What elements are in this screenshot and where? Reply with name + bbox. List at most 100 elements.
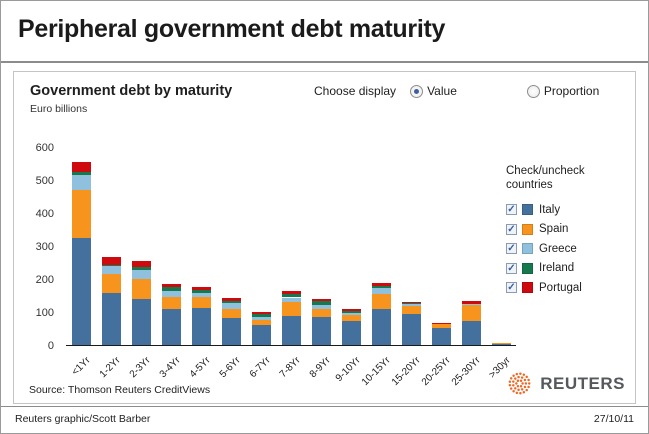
bar-segment-ireland-<1Yr[interactable] — [71, 172, 91, 176]
country-checkbox-italy[interactable]: ✓ — [506, 204, 517, 216]
bar-segment-italy-4-5Yr[interactable] — [191, 308, 211, 345]
bar-segment-ireland-6-7Yr[interactable] — [251, 313, 271, 318]
country-checkbox-spain[interactable]: ✓ — [506, 223, 517, 235]
bar-segment-ireland-9-10Yr[interactable] — [341, 311, 361, 313]
bar-segment-greece-15-20Yr[interactable] — [401, 303, 421, 307]
legend-item-portugal[interactable]: ✓ Portugal — [506, 278, 634, 298]
bar-segment-portugal-15-20Yr[interactable] — [401, 302, 421, 304]
bar-segment-greece-6-7Yr[interactable] — [251, 317, 271, 320]
bar-segment-spain-1-2Yr[interactable] — [101, 273, 121, 293]
country-checkbox-ireland[interactable]: ✓ — [506, 262, 517, 274]
bar-segment-greece-2-3Yr[interactable] — [131, 269, 151, 279]
bar-segment-spain-10-15Yr[interactable] — [371, 293, 391, 310]
bar-segment-portugal-<1Yr[interactable] — [71, 161, 91, 173]
bar-segment-greece-8-9Yr[interactable] — [311, 305, 331, 309]
bar-segment-portugal-2-3Yr[interactable] — [131, 260, 151, 268]
bar-segment-greece-25-30Yr[interactable] — [461, 304, 481, 306]
bar-segment-ireland-8-9Yr[interactable] — [311, 300, 331, 306]
bar-segment-greece-1-2Yr[interactable] — [101, 266, 121, 274]
legend-item-spain[interactable]: ✓ Spain — [506, 220, 634, 240]
legend-item-ireland[interactable]: ✓ Ireland — [506, 259, 634, 279]
bar-segment-spain-25-30Yr[interactable] — [461, 305, 481, 322]
legend-label-spain[interactable]: Spain — [539, 223, 569, 236]
bar-segment-italy->30yr[interactable] — [491, 344, 511, 345]
radio-option-value[interactable]: Value — [410, 84, 457, 98]
bar-segment-italy-8-9Yr[interactable] — [311, 317, 331, 345]
bar-segment-ireland-5-6Yr[interactable] — [221, 300, 241, 303]
radio-button-proportion-icon[interactable] — [526, 84, 540, 98]
bar-segment-spain-5-6Yr[interactable] — [221, 308, 241, 318]
bar-segment-ireland-4-5Yr[interactable] — [191, 290, 211, 293]
bar-segment-ireland-2-3Yr[interactable] — [131, 267, 151, 270]
bar-segment-portugal-25-30Yr[interactable] — [461, 301, 481, 305]
radio-button-value-icon[interactable] — [410, 84, 424, 98]
bar-segment-portugal-8-9Yr[interactable] — [311, 299, 331, 301]
bar-segment-greece-<1Yr[interactable] — [71, 175, 91, 190]
bar-segment-portugal-5-6Yr[interactable] — [221, 298, 241, 301]
x-tick-label: 15-20Yr — [389, 355, 423, 388]
bar-segment-spain-20-25Yr[interactable] — [431, 323, 451, 328]
bar-segment-spain-2-3Yr[interactable] — [131, 279, 151, 299]
bar-segment-portugal-20-25Yr[interactable] — [431, 322, 451, 324]
radio-label-value[interactable]: Value — [427, 84, 457, 98]
bar-segment-italy-20-25Yr[interactable] — [431, 327, 451, 345]
legend-item-greece[interactable]: ✓ Greece — [506, 239, 634, 259]
x-tick-label: 25-30Yr — [449, 355, 483, 388]
bar-segment-italy-1-2Yr[interactable] — [101, 292, 121, 345]
radio-option-proportion[interactable]: Proportion — [526, 84, 600, 98]
bar-segment-ireland-15-20Yr[interactable] — [401, 303, 421, 304]
bar-segment-portugal-10-15Yr[interactable] — [371, 282, 391, 287]
bar-segment-greece-10-15Yr[interactable] — [371, 287, 391, 294]
bar-segment-italy-7-8Yr[interactable] — [281, 315, 301, 345]
bar-segment-greece-3-4Yr[interactable] — [161, 290, 181, 297]
legend-label-portugal[interactable]: Portugal — [539, 281, 582, 294]
bar-segment-spain-15-20Yr[interactable] — [401, 306, 421, 314]
country-checkbox-portugal[interactable]: ✓ — [506, 282, 517, 294]
bar-segment-italy-25-30Yr[interactable] — [461, 321, 481, 345]
legend-item-italy[interactable]: ✓ Italy — [506, 200, 634, 220]
country-checkbox-greece[interactable]: ✓ — [506, 243, 517, 255]
bar-segment-portugal-7-8Yr[interactable] — [281, 290, 301, 295]
bar-segment-greece-9-10Yr[interactable] — [341, 312, 361, 315]
bar-segment-spain-<1Yr[interactable] — [71, 189, 91, 238]
x-tick-label: 20-25Yr — [419, 355, 453, 388]
x-tick-label: 6-7Yr — [247, 355, 273, 381]
legend-label-greece[interactable]: Greece — [539, 242, 577, 255]
bar-segment-spain->30yr[interactable] — [491, 343, 511, 345]
bar-segment-ireland-7-8Yr[interactable] — [281, 294, 301, 298]
bar-segment-ireland-10-15Yr[interactable] — [371, 286, 391, 288]
bar-segment-spain-3-4Yr[interactable] — [161, 296, 181, 310]
legend: Check/uncheck countries ✓ Italy ✓ Spain ✓ Gre… — [506, 164, 634, 298]
bar-segment-italy-9-10Yr[interactable] — [341, 320, 361, 345]
legend-swatch-greece — [522, 243, 533, 255]
bar-segment-portugal-9-10Yr[interactable] — [341, 309, 361, 312]
bar-segment-spain-6-7Yr[interactable] — [251, 319, 271, 325]
bar-segment-italy-6-7Yr[interactable] — [251, 324, 271, 345]
bar-segment-spain-4-5Yr[interactable] — [191, 296, 211, 309]
bar-segment-portugal-4-5Yr[interactable] — [191, 286, 211, 291]
bar-segment-italy-3-4Yr[interactable] — [161, 309, 181, 345]
bar-segment-italy-10-15Yr[interactable] — [371, 309, 391, 345]
radio-label-proportion[interactable]: Proportion — [543, 84, 600, 98]
bar-segment-greece-4-5Yr[interactable] — [191, 292, 211, 297]
bar-segment-italy-<1Yr[interactable] — [71, 237, 91, 345]
bar-segment-portugal-3-4Yr[interactable] — [161, 283, 181, 287]
bar-segment-italy-5-6Yr[interactable] — [221, 317, 241, 345]
x-tick-label: 10-15Yr — [359, 355, 393, 388]
bar-segment-italy-15-20Yr[interactable] — [401, 313, 421, 345]
legend-label-ireland[interactable]: Ireland — [539, 262, 575, 275]
bar-segment-portugal-1-2Yr[interactable] — [101, 257, 121, 266]
bar-segment-spain-9-10Yr[interactable] — [341, 314, 361, 321]
bar-segment-greece-5-6Yr[interactable] — [221, 302, 241, 309]
bar-segment-greece-20-25Yr[interactable] — [431, 323, 451, 324]
bar-segment-ireland-3-4Yr[interactable] — [161, 286, 181, 291]
bar-segment-spain-7-8Yr[interactable] — [281, 302, 301, 316]
bar-segment-spain-8-9Yr[interactable] — [311, 308, 331, 318]
y-tick-label: 300 — [35, 241, 54, 253]
bar-segment-italy-2-3Yr[interactable] — [131, 298, 151, 345]
bar-segment-greece-7-8Yr[interactable] — [281, 297, 301, 303]
bar-segment-portugal-6-7Yr[interactable] — [251, 312, 271, 314]
bar-segment-ireland-1-2Yr[interactable] — [101, 265, 121, 267]
legend-label-italy[interactable]: Italy — [539, 203, 561, 216]
y-tick-label: 200 — [35, 274, 54, 286]
